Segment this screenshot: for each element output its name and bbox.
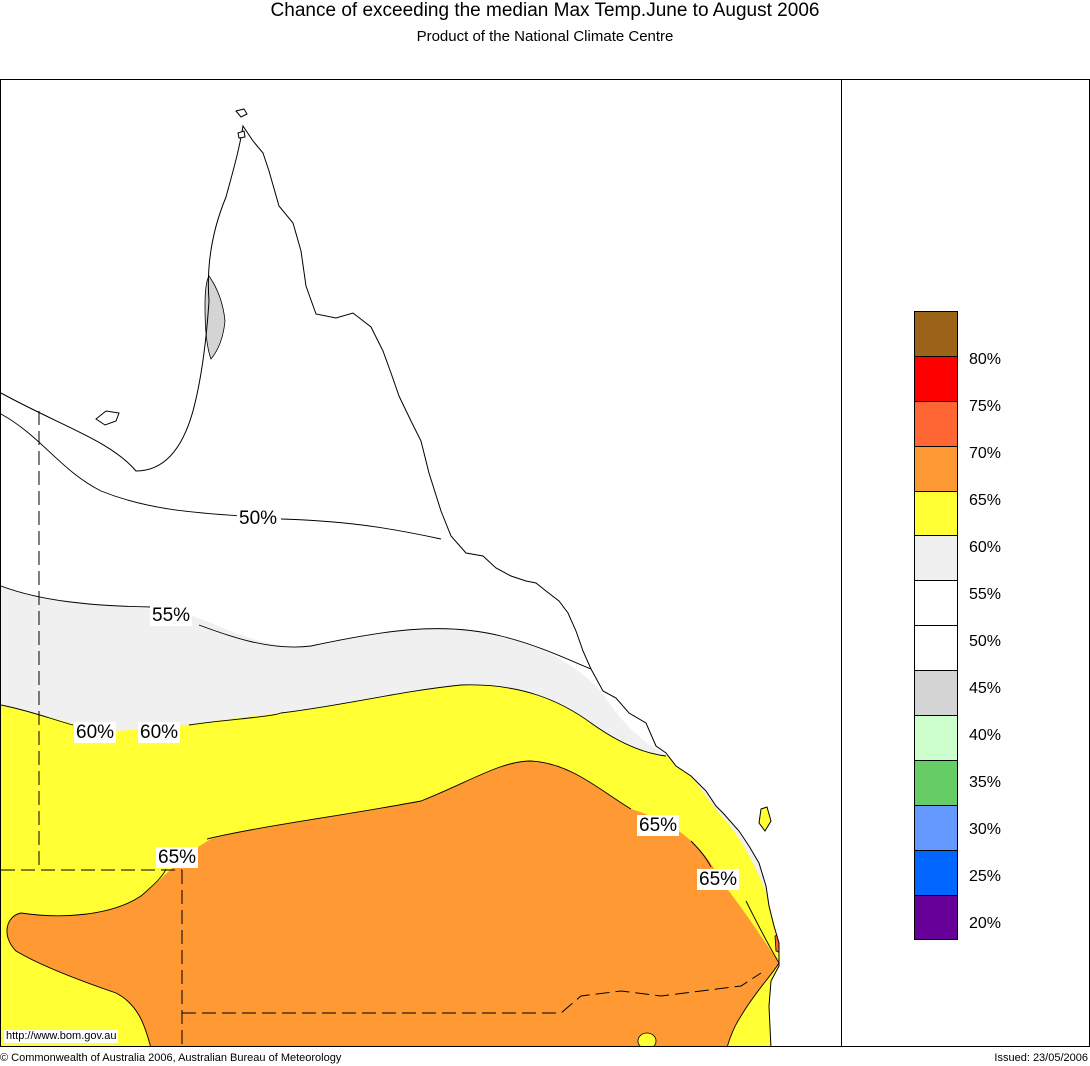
- legend-swatch-3: [914, 445, 958, 492]
- island-east: [758, 806, 772, 832]
- border-qld-nsw: [182, 972, 762, 1014]
- copyright-notice: © Commonwealth of Australia 2006, Austra…: [0, 1052, 342, 1064]
- legend-label-40: 40%: [969, 727, 1002, 744]
- map-subtitle: Product of the National Climate Centre: [416, 28, 674, 45]
- contour-label-60-west: 60%: [74, 722, 117, 743]
- band-65-blob: [637, 1032, 657, 1046]
- contour-label-55: 55%: [150, 605, 193, 626]
- legend-label-70: 70%: [969, 445, 1002, 462]
- legend-label-60: 60%: [969, 539, 1002, 556]
- bom-url[interactable]: http://www.bom.gov.au: [4, 1030, 119, 1043]
- legend-swatch-2: [914, 400, 958, 447]
- legend-label-50: 50%: [969, 633, 1002, 650]
- issued-date: Issued: 23/05/2006: [994, 1052, 1088, 1064]
- legend-swatch-9: [914, 715, 958, 761]
- legend-swatch-1: [914, 355, 958, 402]
- legend-swatch-7: [914, 625, 958, 672]
- legend-label-35: 35%: [969, 774, 1002, 791]
- island-gulf: [95, 410, 120, 426]
- legend-label-25: 25%: [969, 868, 1002, 885]
- island-north: [235, 108, 248, 118]
- legend-label-80: 80%: [969, 351, 1002, 368]
- contour-label-65-coast: 65%: [697, 869, 740, 890]
- legend-colorbar: [914, 311, 958, 941]
- legend-label-20: 20%: [969, 915, 1002, 932]
- legend-label-75: 75%: [969, 398, 1002, 415]
- legend-swatch-12: [914, 849, 958, 896]
- legend-panel: [842, 79, 1090, 1047]
- map-title: Chance of exceeding the median Max Temp.…: [270, 0, 820, 21]
- legend-swatch-11: [914, 804, 958, 851]
- legend-swatch-6: [914, 580, 958, 627]
- legend-swatch-10: [914, 759, 958, 806]
- band-65-70: [1, 761, 779, 1046]
- legend-swatch-8: [914, 670, 958, 717]
- legend-swatch-0: [914, 311, 958, 357]
- legend-swatch-5: [914, 535, 958, 582]
- coastline: [1, 124, 780, 1046]
- band-40-45: [204, 275, 226, 360]
- map-panel: 50% 55% 60% 60% 65% 65% 65%: [0, 79, 842, 1047]
- legend-swatch-13: [914, 894, 958, 941]
- contour-label-50: 50%: [237, 508, 280, 529]
- island-north-2: [237, 130, 246, 139]
- band-70-patch: [774, 933, 779, 954]
- contour-label-65-west: 65%: [156, 847, 199, 868]
- legend-label-65: 65%: [969, 492, 1002, 509]
- legend-label-30: 30%: [969, 821, 1002, 838]
- legend-label-45: 45%: [969, 680, 1002, 697]
- legend-label-55: 55%: [969, 586, 1002, 603]
- contour-label-60-central: 60%: [138, 722, 181, 743]
- legend-swatch-4: [914, 490, 958, 537]
- map-canvas: [1, 108, 780, 1046]
- contour-label-65-east: 65%: [637, 815, 680, 836]
